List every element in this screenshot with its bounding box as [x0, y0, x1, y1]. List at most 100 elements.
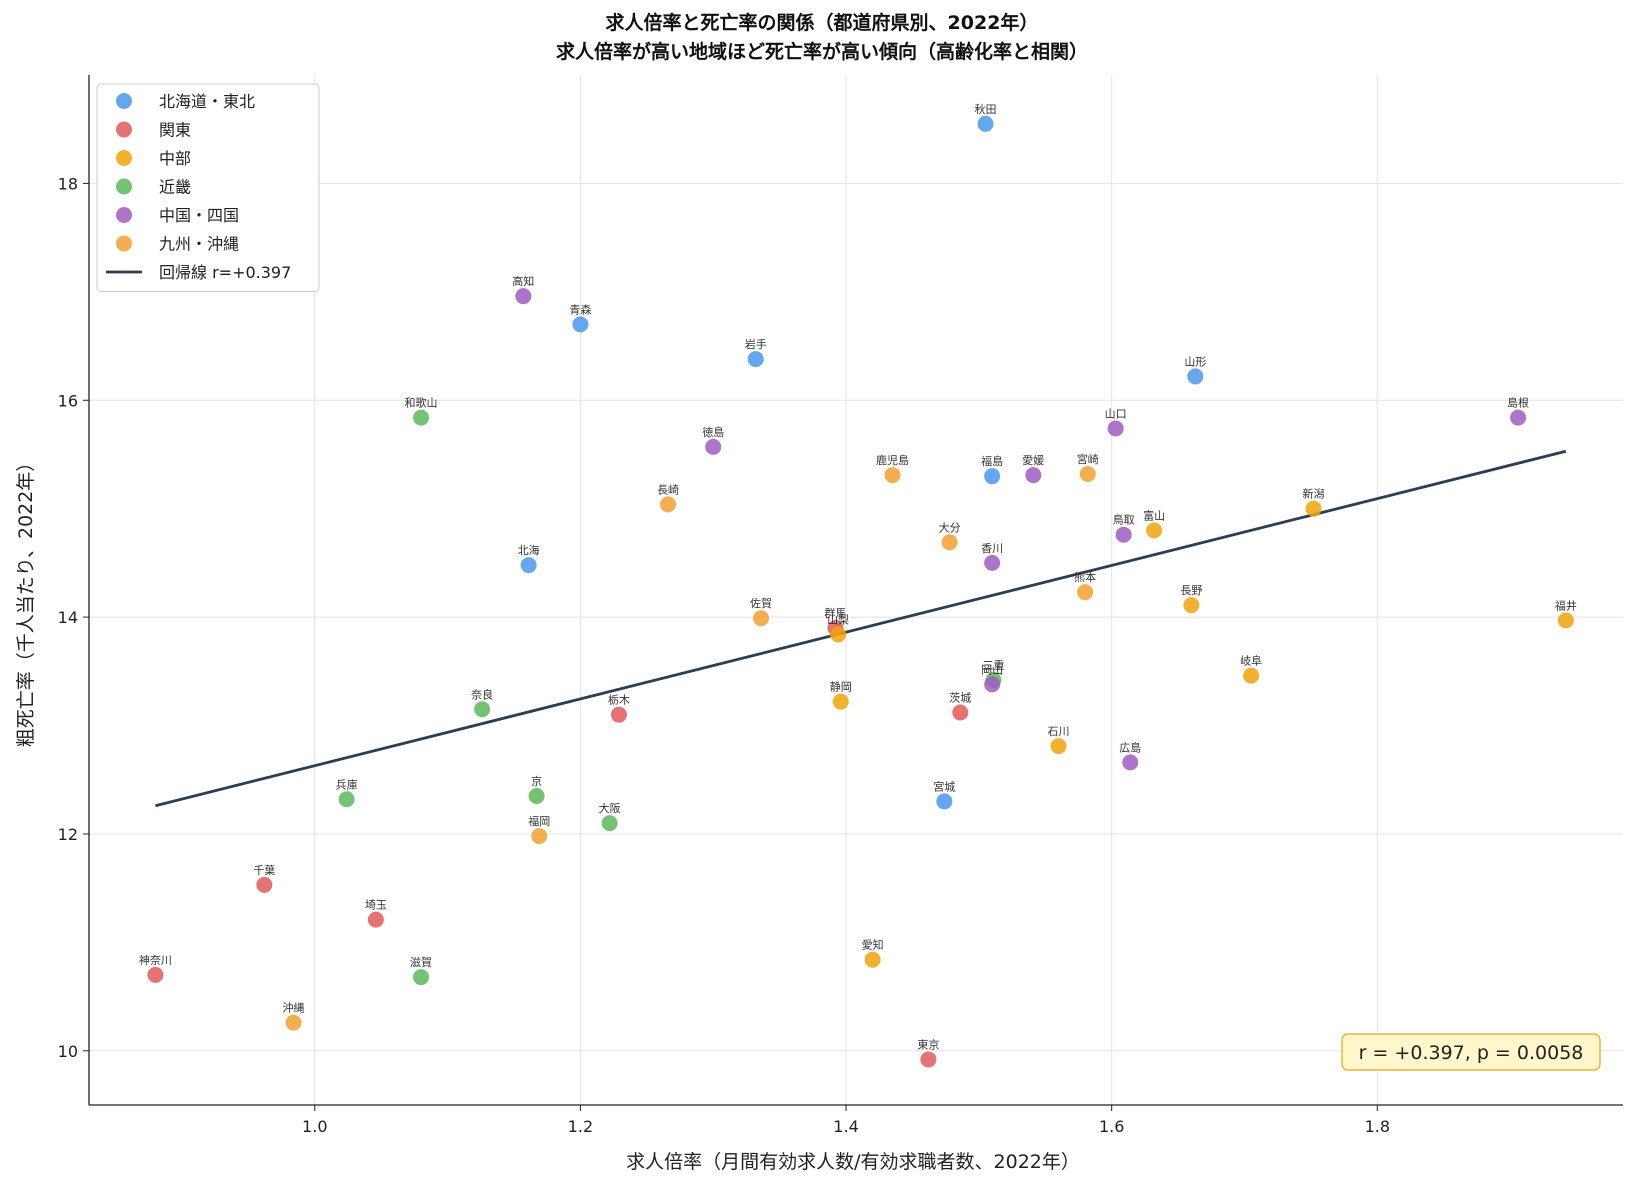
data-point: [864, 951, 881, 968]
x-tick-label: 1.0: [302, 1117, 327, 1136]
data-point-label: 千葉: [253, 863, 275, 877]
stat-annotation-text: r = +0.397, p = 0.0058: [1359, 1042, 1584, 1064]
data-point-label: 愛媛: [1022, 453, 1044, 467]
legend-label: 回帰線 r=+0.397: [159, 263, 291, 282]
data-point: [610, 706, 627, 723]
data-point-label: 佐賀: [750, 596, 772, 610]
data-point-label: 三重: [982, 658, 1004, 672]
data-point-label: 大阪: [599, 801, 621, 815]
data-point-label: 兵庫: [336, 777, 358, 791]
legend-marker: [116, 207, 132, 223]
legend-marker: [116, 121, 132, 138]
data-point: [1510, 409, 1527, 426]
data-point: [747, 351, 764, 368]
data-point-label: 熊本: [1074, 570, 1096, 584]
data-point: [1557, 612, 1574, 629]
data-point: [977, 115, 994, 132]
data-point: [920, 1051, 937, 1068]
data-point-label: 山口: [1105, 407, 1127, 420]
data-point: [1050, 738, 1067, 755]
chart-subtitle: 求人倍率が高い地域ほど死亡率が高い傾向（高齢化率と相関）: [556, 40, 1088, 63]
data-point: [285, 1014, 302, 1031]
data-point-label: 山梨: [827, 612, 849, 626]
data-point-label: 大分: [939, 520, 961, 534]
data-point: [1079, 465, 1096, 482]
data-point-label: 岩手: [745, 337, 767, 351]
data-point-label: 茨城: [949, 691, 971, 705]
data-point: [832, 693, 849, 710]
y-tick-label: 16: [58, 391, 78, 410]
regression-line: [155, 449, 1567, 808]
data-point-label: 奈良: [471, 687, 493, 701]
data-point-label: 福島: [981, 454, 1003, 468]
data-point-label: 徳島: [702, 425, 724, 439]
data-point: [367, 911, 384, 928]
data-point: [941, 534, 958, 551]
y-tick-label: 10: [58, 1042, 78, 1061]
data-point: [753, 610, 770, 627]
data-point-label: 岐阜: [1240, 655, 1262, 668]
data-point-label: 長野: [1180, 584, 1202, 597]
regression-line-group: [155, 449, 1567, 808]
data-point: [147, 966, 164, 983]
data-point: [936, 793, 953, 810]
x-tick-label: 1.6: [1099, 1117, 1124, 1136]
data-point-label: 山形: [1184, 355, 1206, 368]
data-point-label: 新潟: [1303, 487, 1325, 501]
data-point: [984, 676, 1001, 693]
data-point: [660, 496, 677, 513]
tick-labels: 1.0 1.2 1.4 1.6 1.8 10 12 14 16 18: [58, 174, 1390, 1136]
data-point-label: 香川: [981, 542, 1003, 555]
data-point: [984, 554, 1001, 571]
data-point-label: 和歌山: [405, 396, 438, 410]
chart-title: 求人倍率と死亡率の関係（都道府県別、2022年）: [606, 11, 1039, 34]
y-tick-label: 18: [58, 174, 78, 193]
data-point: [256, 876, 273, 893]
data-point-label: 神奈川: [139, 953, 172, 967]
data-point-label: 静岡: [830, 680, 852, 694]
data-point: [952, 704, 969, 721]
grid-lines: [89, 75, 1623, 1105]
data-point: [338, 791, 355, 808]
data-point-label: 高知: [512, 274, 534, 288]
data-point: [1243, 667, 1260, 684]
legend-marker: [116, 93, 132, 109]
y-tick-label: 12: [58, 825, 78, 844]
data-point: [515, 288, 532, 305]
y-tick-label: 14: [58, 608, 78, 627]
data-point-label: 群馬: [824, 606, 846, 620]
x-axis-label: 求人倍率（月間有効求人数/有効求職者数、2022年）: [626, 1151, 1080, 1173]
data-point-label: 京: [531, 774, 542, 788]
x-tick-label: 1.8: [1365, 1117, 1390, 1136]
data-point: [884, 467, 901, 484]
data-point: [1305, 500, 1322, 517]
data-point-label: 福岡: [528, 814, 550, 828]
data-point: [984, 468, 1001, 485]
data-point-label: 福井: [1555, 598, 1577, 612]
data-point: [1025, 467, 1042, 484]
axes: [83, 75, 1623, 1111]
x-tick-label: 1.2: [568, 1117, 593, 1136]
data-point: [531, 828, 548, 845]
data-point: [520, 557, 537, 574]
data-point: [572, 316, 589, 333]
data-point-label: 宮崎: [1077, 452, 1099, 466]
data-point-label: 富山: [1143, 508, 1165, 522]
data-point: [1146, 522, 1163, 539]
legend-label: 中部: [159, 149, 191, 168]
legend-label: 関東: [159, 121, 191, 140]
data-point: [705, 438, 722, 455]
legend-box: [96, 83, 320, 292]
data-point: [1115, 526, 1132, 543]
data-point-label: 島根: [1507, 396, 1529, 410]
data-point: [1122, 754, 1139, 771]
x-tick-label: 1.4: [833, 1117, 858, 1136]
data-point-label: 栃木: [608, 693, 630, 707]
data-point-label: 鹿児島: [876, 453, 909, 467]
legend-marker: [116, 178, 132, 195]
legend-label: 中国・四国: [159, 206, 239, 225]
data-point: [830, 626, 847, 643]
data-point: [413, 969, 430, 986]
legend-label: 九州・沖縄: [159, 235, 239, 254]
